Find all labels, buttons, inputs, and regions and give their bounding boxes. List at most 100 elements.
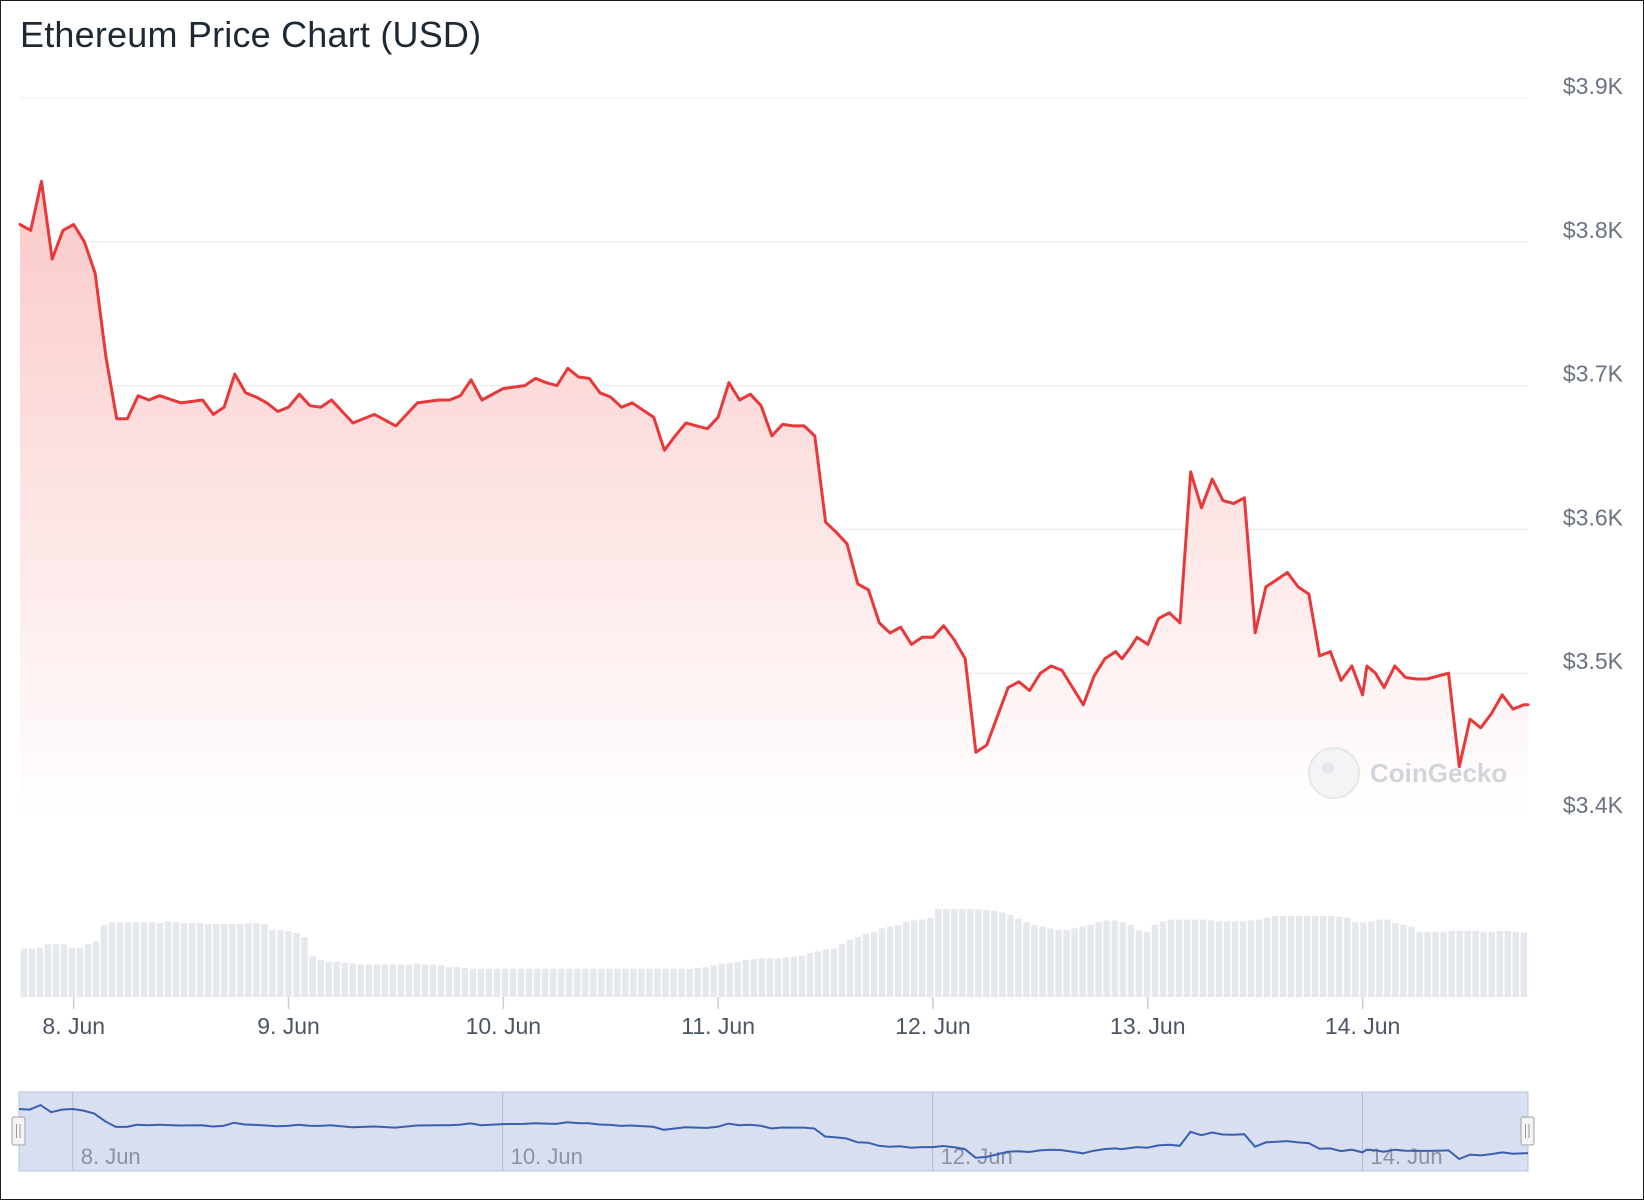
volume-bar (1456, 931, 1463, 997)
volume-bar (1392, 923, 1399, 997)
x-tick-label: 12. Jun (895, 1013, 970, 1039)
volume-bar (68, 947, 76, 997)
volume-bar (766, 958, 773, 997)
volume-bar (285, 931, 292, 997)
navigator[interactable]: 8. Jun 10. Jun 12. Jun 14. Jun (11, 1091, 1535, 1172)
y-tick-label: $3.8K (1563, 217, 1624, 243)
volume-bar (927, 917, 934, 997)
volume-bar (469, 968, 477, 997)
volume-bar (397, 964, 405, 997)
volume-bar (1488, 931, 1495, 997)
volume-bar (606, 968, 613, 997)
volume-bar (750, 959, 757, 997)
volume-bar (1424, 931, 1431, 997)
volume-bar (1119, 922, 1126, 997)
volume-bar (164, 921, 172, 997)
volume-bar (943, 909, 950, 997)
x-tick-label: 9. Jun (257, 1013, 320, 1039)
volume-bar (44, 944, 52, 997)
watermark-text: CoinGecko (1370, 758, 1507, 788)
volume-bar (124, 922, 132, 997)
volume-bar (437, 965, 445, 997)
volume-bar (421, 964, 429, 997)
volume-bar (116, 922, 124, 997)
volume-bar (1440, 931, 1447, 997)
navigator-handle-right[interactable] (1520, 1116, 1535, 1146)
x-tick-label: 13. Jun (1110, 1013, 1185, 1039)
volume-bar (156, 923, 164, 997)
volume-bar (1231, 921, 1239, 997)
x-tick-label: 14. Jun (1325, 1013, 1400, 1039)
volume-bar (646, 968, 653, 997)
volume-bar (28, 948, 36, 997)
y-tick-label: $3.7K (1563, 361, 1624, 387)
volume-bar (429, 964, 437, 997)
volume-bar (52, 944, 60, 997)
volume-bar (477, 968, 485, 997)
volume-bar (148, 922, 156, 997)
volume-bar (1031, 924, 1038, 997)
navigator-handle-left[interactable] (11, 1116, 26, 1146)
volume-bar (1408, 926, 1415, 997)
volume-bar (92, 941, 100, 997)
volume-bar (485, 968, 493, 997)
volume-bar (1320, 916, 1327, 997)
volume-bar (365, 964, 372, 997)
volume-bar (1007, 915, 1014, 997)
chart-title: Ethereum Price Chart (USD) (20, 14, 482, 55)
volume-bar (1191, 919, 1199, 997)
volume-bar (910, 920, 918, 997)
volume-bar (181, 923, 188, 997)
volume-bar (1015, 918, 1022, 997)
volume-bar (413, 963, 421, 997)
navigator-window[interactable] (18, 1091, 1529, 1172)
volume-bar (1384, 919, 1391, 997)
volume-bar (694, 967, 701, 997)
y-tick-label: $3.9K (1563, 73, 1624, 99)
volume-bar (1063, 930, 1070, 997)
volume-bar (517, 968, 525, 997)
volume-bar (132, 922, 140, 997)
volume-bar (461, 967, 469, 997)
volume-bar (173, 922, 180, 997)
volume-bar (894, 924, 902, 997)
volume-bar (1167, 919, 1175, 997)
volume-bar (349, 963, 356, 997)
volume-bar (445, 967, 453, 997)
price-line[interactable] (18, 179, 1530, 769)
volume-bar (533, 968, 541, 997)
volume-bar (678, 968, 685, 997)
volume-bar (1271, 916, 1279, 997)
volume-bar (1496, 931, 1503, 997)
volume-bar (862, 933, 870, 997)
volume-bar (918, 919, 926, 997)
volume-bar (20, 948, 28, 997)
price-series-line[interactable] (18, 179, 1530, 769)
volume-bar (221, 923, 228, 997)
volume-bar (838, 944, 846, 997)
volume-bar (309, 956, 316, 997)
volume-bar (959, 909, 966, 997)
volume-bar (1279, 916, 1287, 997)
volume-bar (197, 923, 204, 997)
volume-bar (870, 931, 878, 997)
volume-bar (1432, 931, 1439, 997)
volume-bar (36, 947, 44, 997)
volume-bar (405, 964, 413, 997)
volume-bar (541, 968, 549, 997)
volume-bar (60, 944, 68, 997)
volume-bar (1480, 931, 1487, 997)
navigator-series-line (18, 1103, 1528, 1161)
volume-bar (670, 968, 677, 997)
y-tick-label: $3.5K (1563, 648, 1624, 674)
volume-bar (582, 968, 589, 997)
volume-bar (373, 964, 380, 997)
volume-bar (1504, 931, 1511, 997)
volume-bar (1087, 924, 1094, 997)
volume-bar (574, 968, 581, 997)
volume-bar (1368, 921, 1375, 997)
volume-bar (269, 930, 276, 997)
volume-bar (1135, 930, 1142, 997)
volume-bars (20, 909, 1527, 997)
